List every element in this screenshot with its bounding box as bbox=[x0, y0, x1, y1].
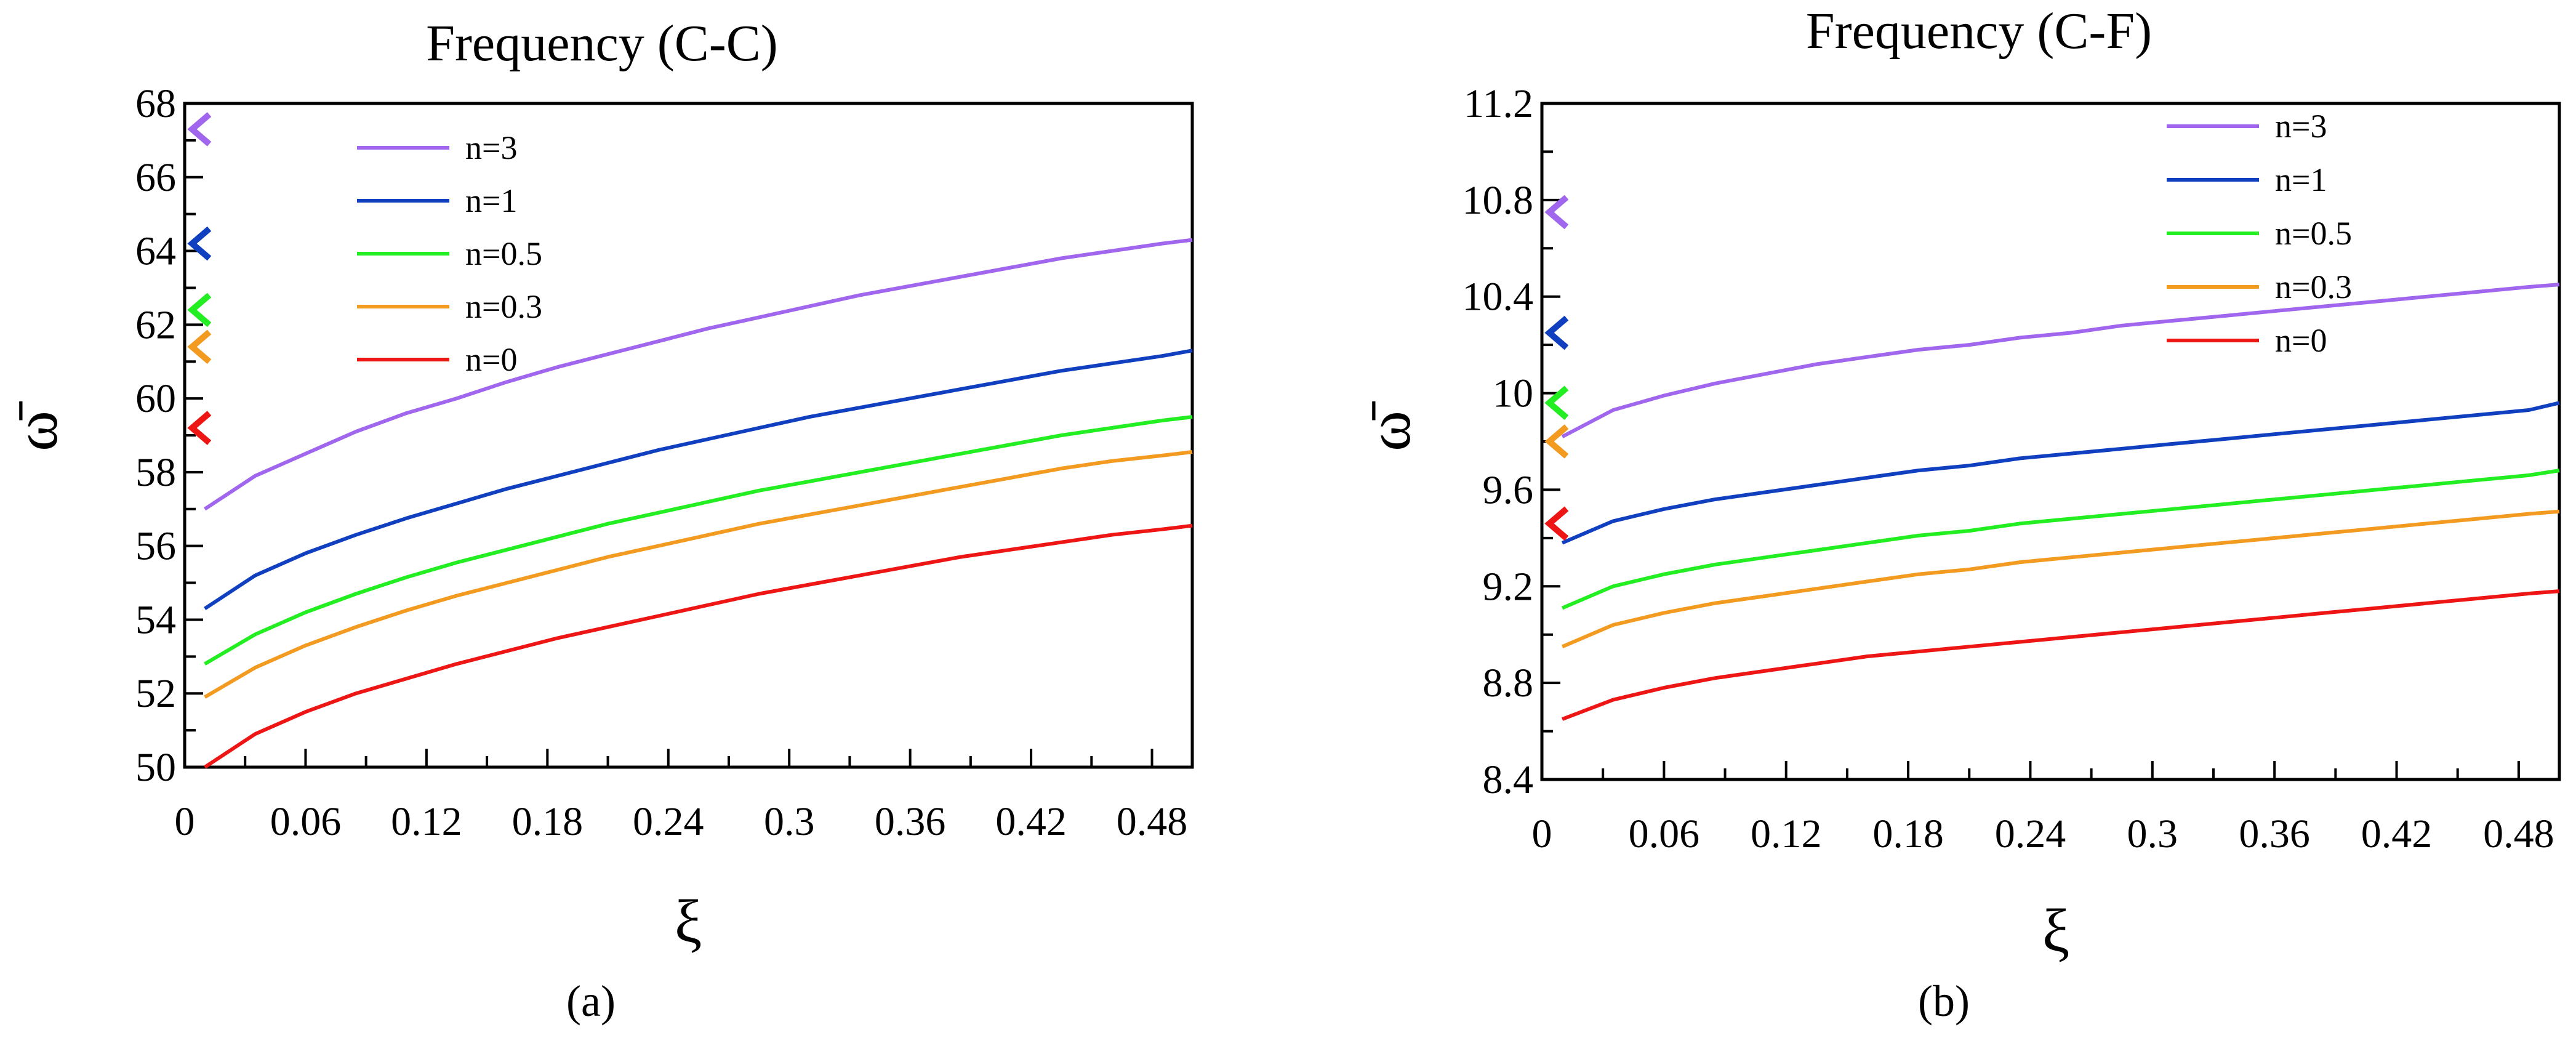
reference-marker-n-0_5 bbox=[1544, 385, 1569, 421]
x-tick-label: 0.06 bbox=[270, 799, 342, 844]
y-tick-label: 8.8 bbox=[1483, 661, 1534, 706]
panel-a-y-tick-labels: 50 52 54 56 58 60 62 64 66 68 bbox=[135, 81, 176, 790]
reference-marker-n-0_3 bbox=[1544, 424, 1569, 459]
panel-b-y-tick-labels: 8.4 8.8 9.2 9.6 10 10.4 10.8 11.2 bbox=[1463, 81, 1534, 802]
series-line-n-0_5 bbox=[204, 415, 1193, 666]
y-tick-label: 10.4 bbox=[1463, 275, 1534, 320]
y-tick-label: 10 bbox=[1493, 371, 1533, 416]
panel-b-legend: n=3 n=1 n=0.5 n=0.3 n=0 bbox=[2167, 108, 2352, 359]
y-tick-label: 50 bbox=[135, 745, 176, 790]
x-tick-label: 0.12 bbox=[391, 799, 462, 844]
panel-b-title: Frequency (C-F) bbox=[1806, 2, 2152, 60]
legend-label: n=3 bbox=[2275, 108, 2327, 145]
x-tick-label: 0.3 bbox=[764, 799, 815, 844]
legend-label: n=0.5 bbox=[2275, 215, 2352, 252]
y-tick-label: 10.8 bbox=[1463, 178, 1534, 223]
panel-a-plot-frame bbox=[183, 102, 1194, 769]
y-tick-label: 60 bbox=[135, 376, 176, 421]
panel-b-frequency-cf: Frequency (C-F) 8.4 8.8 9.2 9.6 10 10.4 … bbox=[1355, 2, 2561, 1026]
panel-a-y-axis-label: ω̄ bbox=[2, 401, 70, 451]
reference-marker-n-3 bbox=[1544, 195, 1569, 230]
x-tick-label: 0.42 bbox=[2361, 811, 2433, 856]
series-line-n-0 bbox=[204, 523, 1193, 769]
x-tick-label: 0.12 bbox=[1751, 811, 1822, 856]
panel-a-frequency-cc: Frequency (C-C) 50 52 54 56 58 60 62 64 … bbox=[2, 15, 1194, 1026]
y-tick-label: 56 bbox=[135, 524, 176, 569]
panel-a-title: Frequency (C-C) bbox=[426, 15, 778, 72]
panel-b-reference-markers bbox=[1544, 195, 1569, 541]
panel-a-reference-markers bbox=[187, 112, 212, 445]
reference-marker-n-1 bbox=[1544, 315, 1569, 350]
x-tick-label: 0.42 bbox=[995, 799, 1067, 844]
x-tick-label: 0.48 bbox=[2483, 811, 2554, 856]
reference-marker-n-0_5 bbox=[187, 292, 212, 328]
legend-label: n=0.3 bbox=[465, 288, 542, 325]
legend-label: n=0 bbox=[2275, 322, 2327, 359]
legend-label: n=1 bbox=[465, 182, 517, 219]
reference-marker-n-3 bbox=[187, 112, 212, 147]
series-line-n-3 bbox=[204, 238, 1193, 511]
x-tick-label: 0.24 bbox=[1995, 811, 2066, 856]
reference-marker-n-0 bbox=[187, 411, 212, 445]
legend-label: n=0.5 bbox=[465, 235, 542, 272]
panel-b-y-axis-ticks bbox=[1542, 102, 1560, 781]
x-tick-label: 0.48 bbox=[1117, 799, 1188, 844]
panel-a-legend: n=3 n=1 n=0.5 n=0.3 n=0 bbox=[357, 129, 542, 378]
panel-b-x-axis-ticks bbox=[1541, 761, 2520, 779]
series-line-n-0_3 bbox=[204, 450, 1193, 699]
panel-b-x-axis-label: ξ bbox=[2042, 896, 2070, 965]
reference-marker-n-0 bbox=[1544, 506, 1569, 541]
panel-a-x-axis-label: ξ bbox=[675, 887, 702, 956]
legend-label: n=1 bbox=[2275, 161, 2327, 198]
series-line-n-0_3 bbox=[1561, 509, 2560, 649]
y-tick-label: 54 bbox=[135, 597, 176, 642]
panel-a-x-axis-ticks bbox=[183, 749, 1154, 767]
series-line-n-0_5 bbox=[1561, 469, 2560, 610]
x-tick-label: 0.18 bbox=[512, 799, 584, 844]
y-tick-label: 52 bbox=[135, 671, 176, 716]
y-tick-label: 9.6 bbox=[1483, 467, 1534, 512]
legend-label: n=0 bbox=[465, 341, 517, 378]
series-line-n-0 bbox=[1562, 589, 2560, 721]
y-tick-label: 62 bbox=[135, 302, 176, 347]
x-tick-label: 0.18 bbox=[1872, 811, 1944, 856]
x-tick-label: 0 bbox=[175, 799, 195, 844]
panel-a-subfigure-label: (a) bbox=[566, 977, 616, 1026]
panel-a-series bbox=[204, 238, 1193, 769]
panel-b-x-tick-labels: 0 0.06 0.12 0.18 0.24 0.3 0.36 0.42 0.48 bbox=[1532, 811, 2554, 856]
y-tick-label: 9.2 bbox=[1483, 564, 1534, 609]
panel-a-y-axis-ticks bbox=[185, 102, 203, 768]
y-tick-label: 68 bbox=[135, 81, 176, 126]
x-tick-label: 0.36 bbox=[875, 799, 946, 844]
x-tick-label: 0.3 bbox=[2127, 811, 2178, 856]
y-tick-label: 64 bbox=[135, 229, 176, 274]
x-tick-label: 0.36 bbox=[2239, 811, 2310, 856]
legend-label: n=0.3 bbox=[2275, 268, 2352, 305]
y-tick-label: 58 bbox=[135, 450, 176, 495]
panel-b-plot-frame bbox=[1540, 102, 2561, 781]
y-tick-label: 66 bbox=[135, 155, 176, 200]
x-tick-label: 0.24 bbox=[633, 799, 704, 844]
legend-label: n=3 bbox=[465, 129, 517, 166]
reference-marker-n-1 bbox=[187, 226, 212, 261]
series-line-n-1 bbox=[1561, 401, 2560, 545]
panel-b-y-axis-label: ω̄ bbox=[1355, 401, 1423, 451]
x-tick-label: 0.06 bbox=[1629, 811, 1700, 856]
panel-b-subfigure-label: (b) bbox=[1918, 977, 1970, 1026]
y-tick-label: 8.4 bbox=[1483, 757, 1534, 802]
series-line-n-1 bbox=[204, 348, 1193, 611]
reference-marker-n-0_3 bbox=[187, 329, 212, 364]
y-tick-label: 11.2 bbox=[1464, 81, 1533, 126]
series-line-n-3 bbox=[1561, 283, 2560, 438]
x-tick-label: 0 bbox=[1532, 811, 1552, 856]
panel-a-x-tick-labels: 0 0.06 0.12 0.18 0.24 0.3 0.36 0.42 0.48 bbox=[175, 799, 1188, 844]
panel-b-series bbox=[1561, 283, 2560, 721]
